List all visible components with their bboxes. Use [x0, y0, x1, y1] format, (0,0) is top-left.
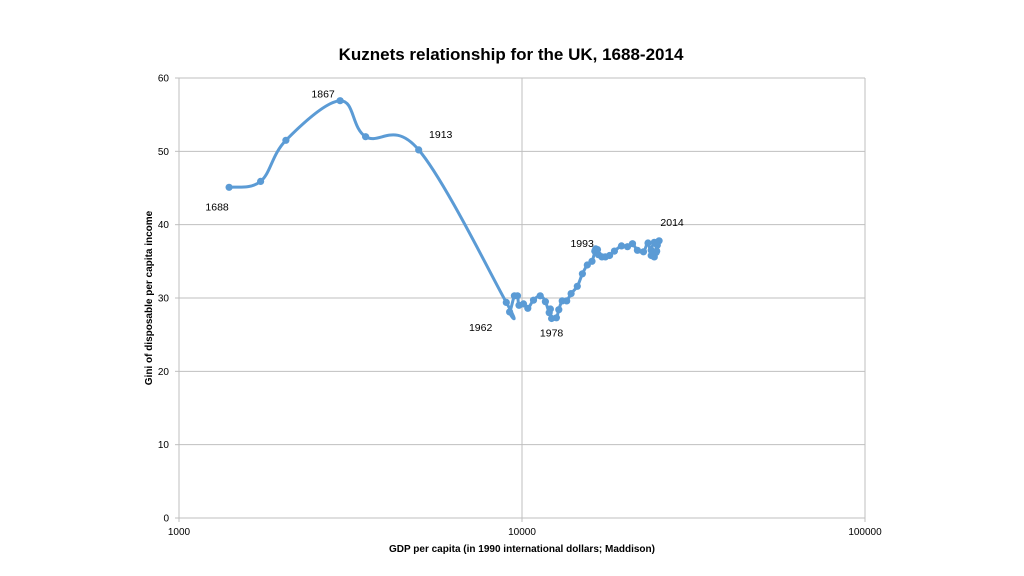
- x-tick-label: 1000: [168, 527, 191, 538]
- x-tick-label: 10000: [508, 527, 536, 538]
- data-point: [529, 296, 538, 304]
- year-annotation: 1913: [429, 129, 453, 141]
- year-annotation: 1978: [540, 328, 564, 340]
- year-annotation: 1962: [469, 322, 493, 334]
- data-point: [506, 308, 514, 316]
- data-point: [563, 297, 571, 305]
- data-point: [633, 246, 642, 254]
- data-point: [552, 314, 561, 322]
- data-point: [519, 300, 528, 308]
- data-point: [415, 146, 423, 154]
- x-tick-label: 100000: [848, 527, 882, 538]
- data-point: [578, 270, 587, 278]
- y-tick-label: 30: [158, 294, 170, 305]
- year-annotation: 2014: [660, 217, 684, 229]
- y-axis-label: Gini of disposable per capita income: [144, 210, 155, 385]
- data-point: [546, 305, 555, 313]
- year-annotation: 1688: [205, 201, 229, 213]
- data-point: [282, 136, 290, 144]
- year-annotation: 1993: [570, 238, 594, 250]
- data-point: [536, 292, 544, 300]
- data-point: [639, 248, 648, 256]
- data-point: [362, 133, 370, 141]
- y-tick-label: 60: [158, 74, 170, 85]
- data-point: [655, 237, 663, 245]
- data-point: [573, 282, 581, 290]
- year-annotation: 1867: [311, 89, 335, 101]
- tick-labels: 0 10 20 30 40 50 60 1000 10000 100000: [158, 74, 882, 539]
- data-points: [225, 97, 663, 323]
- axes: [175, 77, 866, 522]
- data-point: [653, 247, 661, 255]
- chart-title: Kuznets relationship for the UK, 1688-20…: [339, 45, 684, 64]
- data-point: [336, 97, 344, 105]
- data-point: [524, 304, 532, 312]
- data-point: [225, 183, 233, 191]
- y-tick-label: 40: [158, 220, 170, 231]
- data-point: [502, 298, 510, 306]
- data-point: [617, 242, 626, 250]
- annotations: 1867 1913 1688 1962 1978 1993 2014: [205, 89, 684, 340]
- y-tick-label: 50: [158, 147, 170, 158]
- y-tick-label: 0: [163, 514, 169, 525]
- data-point: [644, 239, 652, 247]
- data-point: [588, 257, 596, 265]
- data-point: [513, 292, 522, 300]
- data-point: [606, 251, 614, 260]
- y-tick-label: 20: [158, 367, 170, 378]
- data-point: [610, 247, 619, 255]
- data-point: [541, 298, 550, 306]
- x-axis-label: GDP per capita (in 1990 international do…: [389, 544, 655, 555]
- data-point: [555, 306, 563, 314]
- data-point: [567, 290, 575, 298]
- data-point: [628, 240, 637, 248]
- grid: [179, 77, 866, 518]
- data-point: [257, 177, 265, 185]
- y-tick-label: 10: [158, 440, 170, 451]
